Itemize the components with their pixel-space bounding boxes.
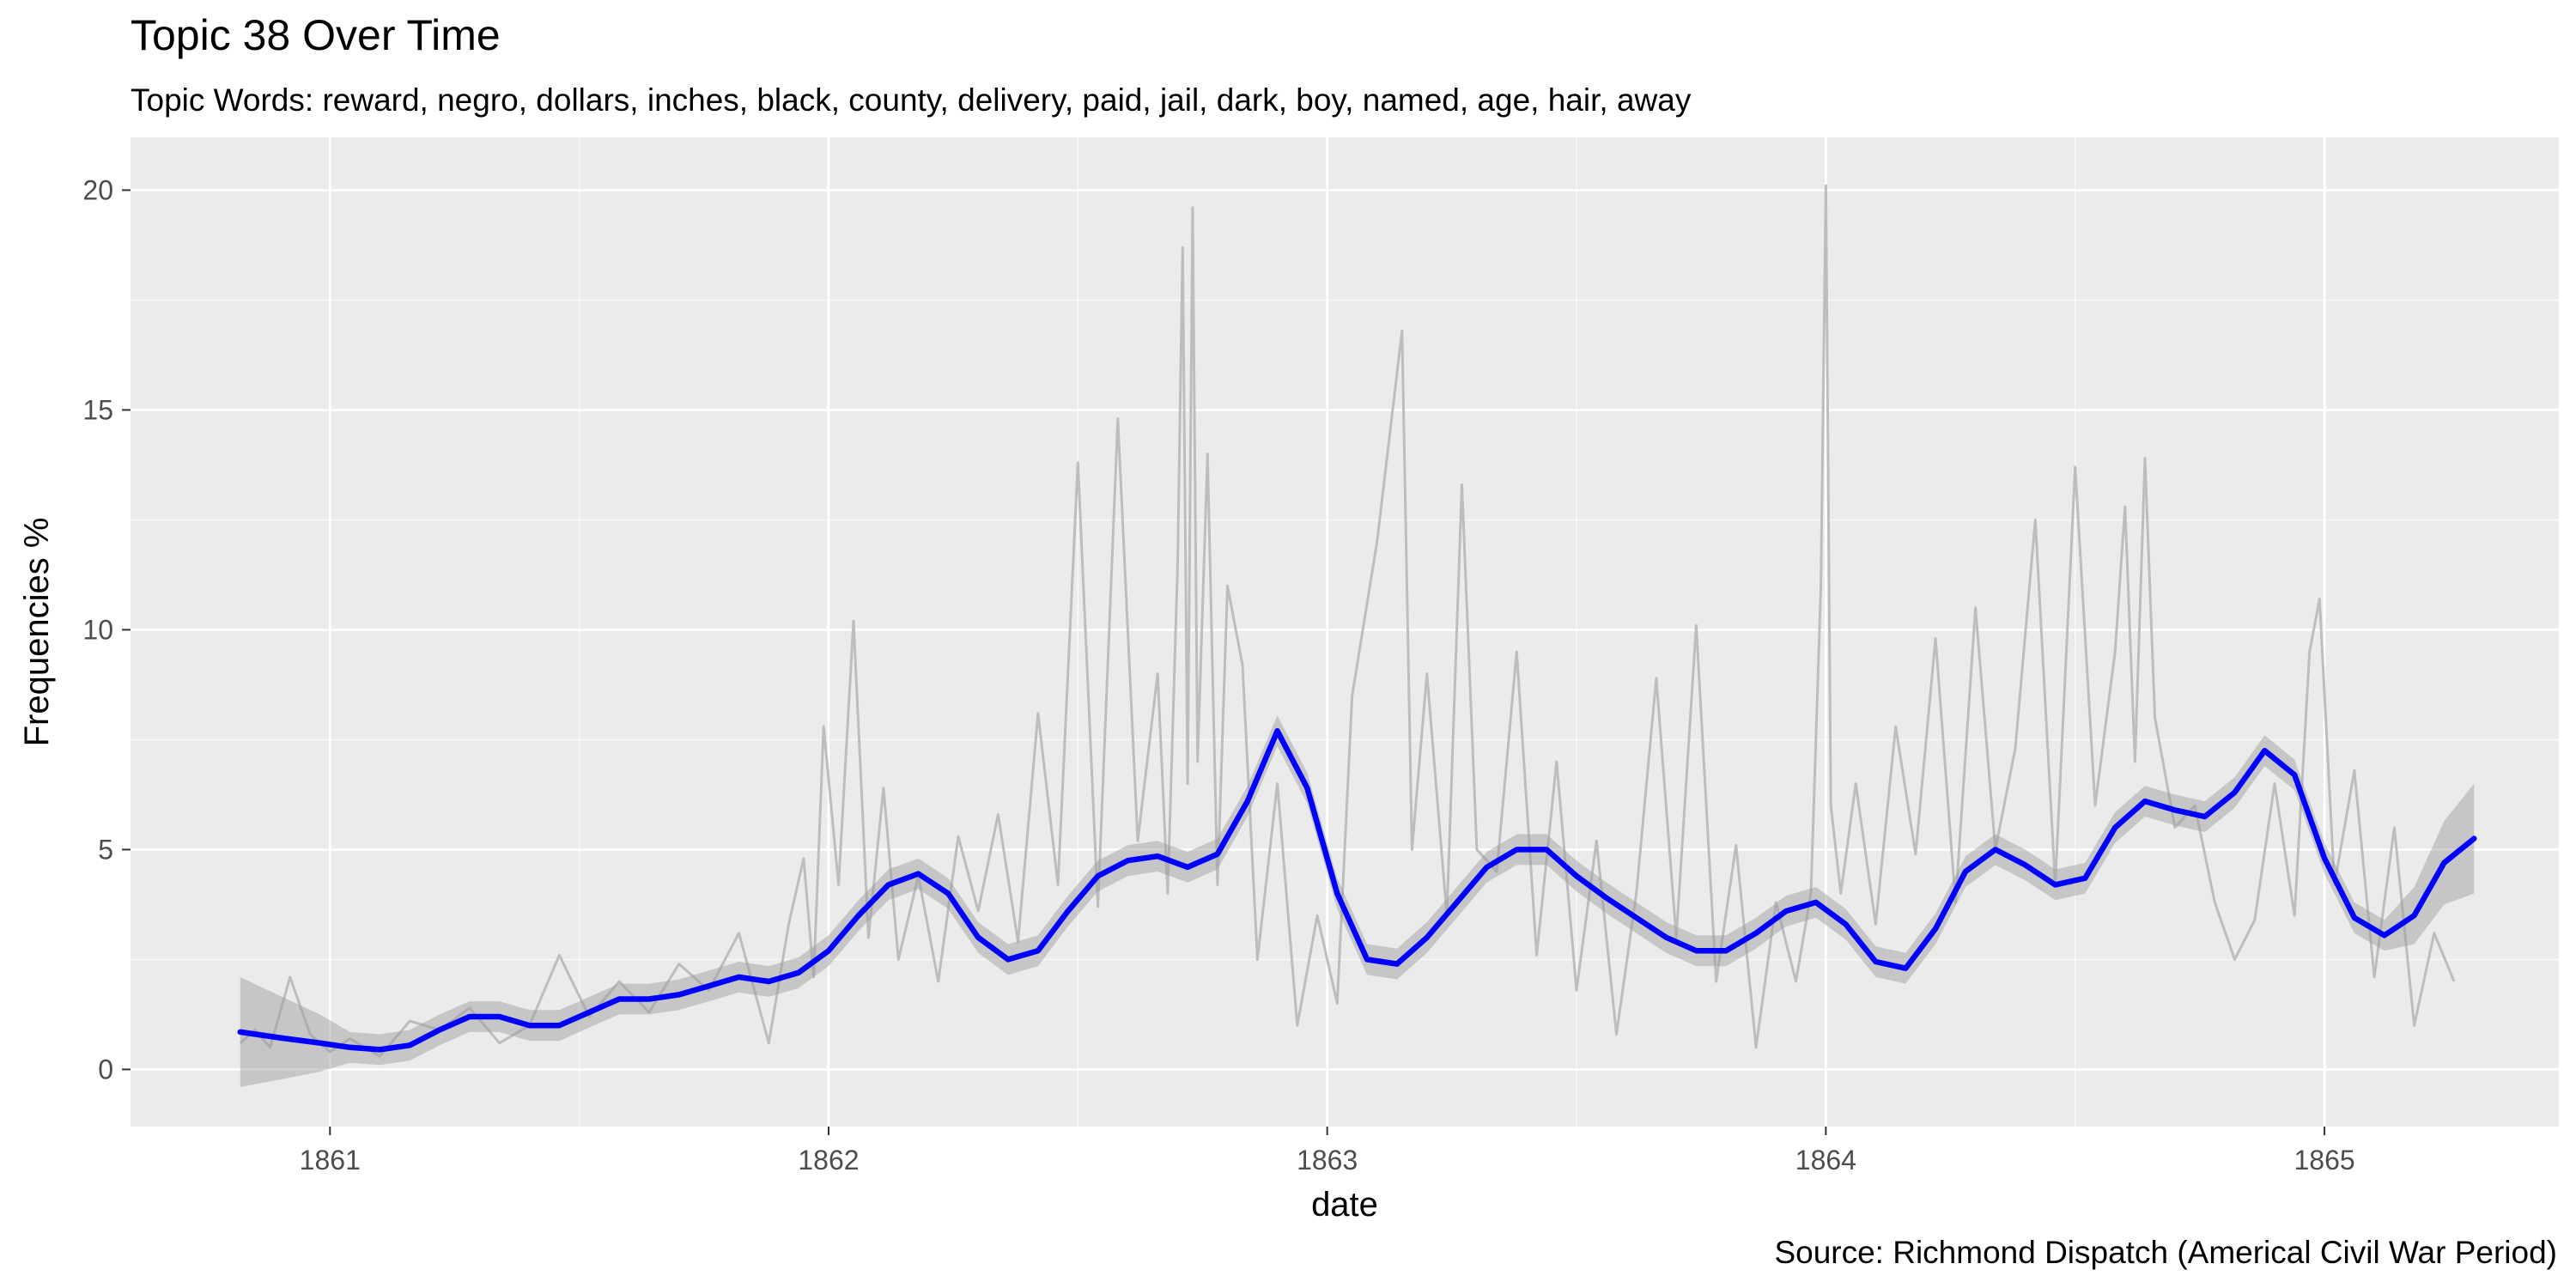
plot-panel: [131, 137, 2559, 1127]
y-tick-label: 20: [82, 174, 113, 205]
x-tick-label: 1863: [1297, 1145, 1358, 1176]
smoothed-trend-series: [237, 727, 2477, 1053]
y-tick-label: 10: [82, 614, 113, 645]
x-axis-ticks: 1861 1862 1863 1864 1865: [300, 1127, 2355, 1176]
chart-title: Topic 38 Over Time: [131, 11, 501, 59]
raw-frequency-series: [239, 184, 2456, 1058]
source-caption: Source: Richmond Dispatch (Americal Civi…: [1774, 1235, 2557, 1270]
y-axis-ticks: 0 5 10 15 20: [82, 174, 131, 1084]
minor-gridlines: [131, 137, 2559, 1127]
x-axis-title: date: [1311, 1186, 1378, 1224]
y-tick-label: 5: [98, 834, 113, 865]
smooth-series-line: [237, 727, 2477, 1053]
y-tick-label: 15: [82, 394, 113, 425]
x-tick-label: 1865: [2293, 1145, 2354, 1176]
chart-subtitle: Topic Words: reward, negro, dollars, inc…: [131, 82, 1692, 118]
x-tick-label: 1862: [798, 1145, 859, 1176]
x-tick-label: 1861: [300, 1145, 361, 1176]
y-axis-title: Frequencies %: [18, 518, 56, 747]
x-tick-label: 1864: [1795, 1145, 1856, 1176]
y-tick-label: 0: [98, 1054, 113, 1084]
raw-series-line: [239, 184, 2456, 1058]
